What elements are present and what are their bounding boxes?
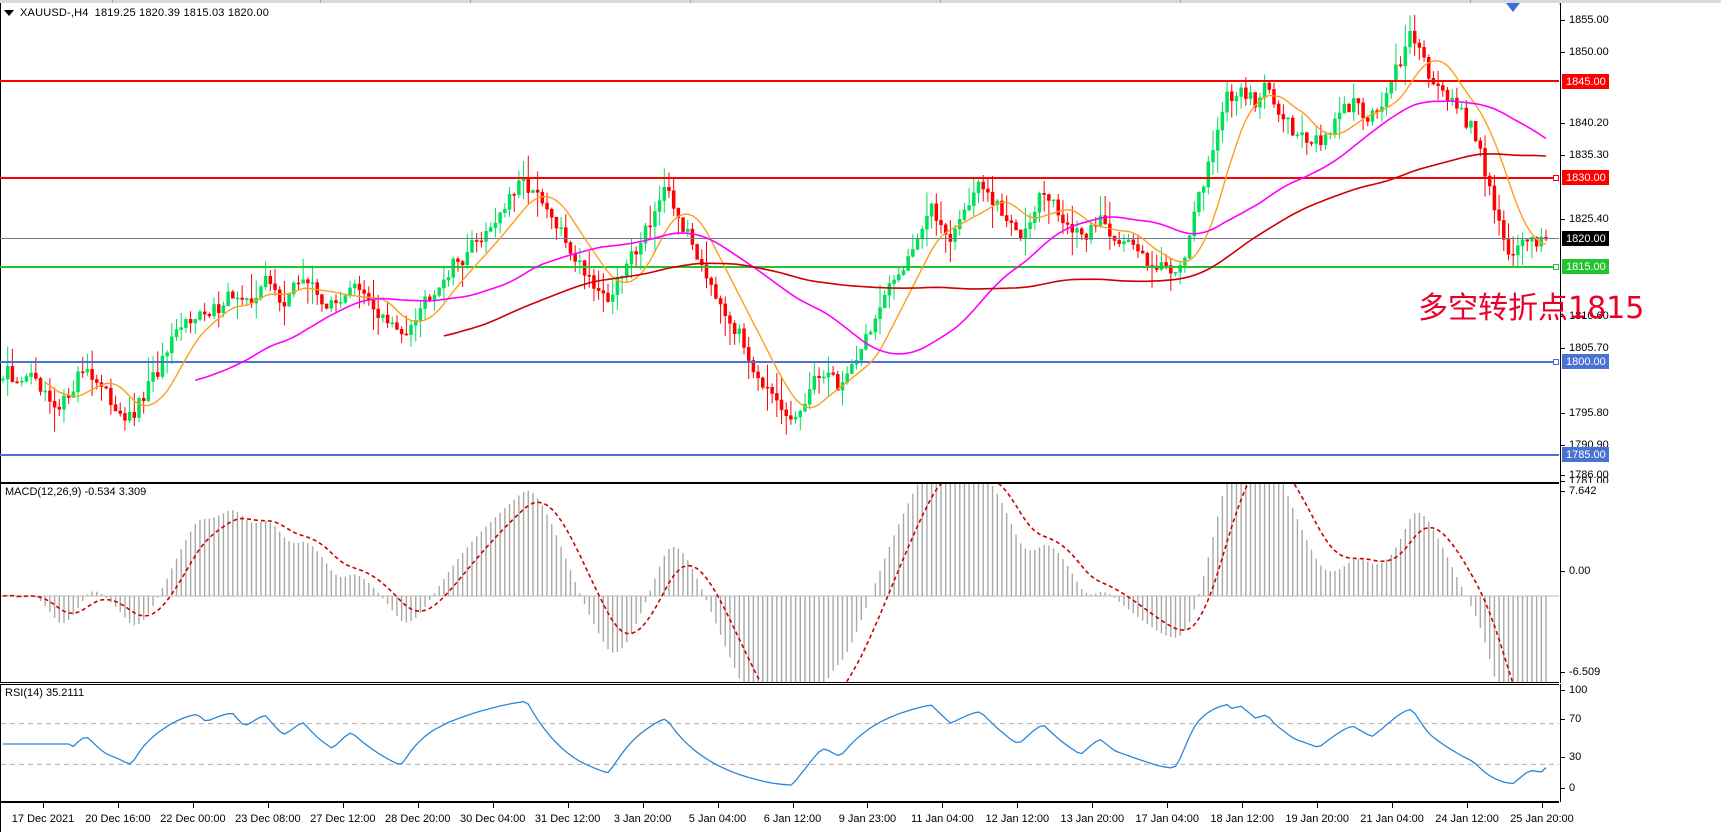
rsi-label: RSI(14) 35.2111 xyxy=(5,687,85,699)
chart-header: XAUUSD-,H4 1819.25 1820.39 1815.03 1820.… xyxy=(4,6,269,20)
time-tick xyxy=(1167,803,1169,808)
time-tick xyxy=(792,803,794,808)
time-tick xyxy=(867,803,869,808)
ohlc-values: 1819.25 1820.39 1815.03 1820.00 xyxy=(94,7,270,19)
time-label: 24 Jan 12:00 xyxy=(1435,813,1499,825)
price-tick: 1825.40 xyxy=(1561,212,1609,226)
time-tick xyxy=(717,803,719,808)
time-label: 13 Jan 20:00 xyxy=(1060,813,1125,825)
time-label: 31 Dec 12:00 xyxy=(534,813,601,825)
level-line-current-price-1820[interactable] xyxy=(0,238,1559,239)
macd-label: MACD(12,26,9) -0.534 3.309 xyxy=(5,486,147,498)
time-label: 21 Jan 04:00 xyxy=(1360,813,1424,825)
price-tick: 1795.80 xyxy=(1561,406,1609,420)
price-panel[interactable] xyxy=(0,3,1559,483)
level-line-resistance-1845[interactable] xyxy=(0,80,1559,82)
price-level-badge[interactable]: 1800.00 xyxy=(1562,354,1609,369)
time-tick xyxy=(43,803,44,808)
time-label: 18 Jan 12:00 xyxy=(1210,813,1274,825)
rsi-plot xyxy=(1,701,1559,786)
price-tick: 1786.00 xyxy=(1561,468,1609,482)
time-label: 30 Dec 04:00 xyxy=(459,813,526,825)
price-overlays xyxy=(44,59,1547,409)
annotation-text: 多空转折点1815 xyxy=(1418,291,1645,326)
time-tick xyxy=(1392,803,1394,808)
time-label: 19 Jan 20:00 xyxy=(1285,813,1349,825)
price-level-badge[interactable]: 1845.00 xyxy=(1562,74,1609,89)
time-label: 11 Jan 04:00 xyxy=(910,813,974,825)
level-handle-support-1800[interactable] xyxy=(1553,359,1559,365)
time-label: 22 Dec 00:00 xyxy=(160,813,226,825)
price-tick: 1810.60 xyxy=(1561,309,1609,323)
time-tick xyxy=(1542,803,1543,808)
time-label: 6 Jan 12:00 xyxy=(763,813,822,825)
macd-tick: -6.509 xyxy=(1561,665,1600,679)
time-label: 17 Jan 04:00 xyxy=(1135,813,1200,825)
time-label: 25 Jan 20:00 xyxy=(1510,813,1574,825)
time-tick xyxy=(1467,803,1469,808)
time-label: 5 Jan 04:00 xyxy=(688,813,747,825)
rsi-tick: 0 xyxy=(1561,781,1575,795)
price-candles xyxy=(1,14,1548,435)
time-label: 27 Dec 12:00 xyxy=(310,813,376,825)
time-label: 12 Jan 12:00 xyxy=(985,813,1050,825)
macd-panel[interactable]: MACD(12,26,9) -0.534 3.309 xyxy=(0,483,1559,683)
time-tick xyxy=(1317,803,1319,808)
level-line-support-1800[interactable] xyxy=(0,361,1559,363)
rsi-axis[interactable]: 100 70 30 0 xyxy=(1560,684,1721,802)
macd-axis[interactable]: 7.642 0.00 -6.509 xyxy=(1560,483,1721,683)
rsi-tick: 100 xyxy=(1561,683,1587,697)
level-handle-pivot-1815[interactable] xyxy=(1553,264,1559,270)
level-handle-resistance-1830[interactable] xyxy=(1553,175,1559,181)
price-tick: 1850.00 xyxy=(1561,45,1609,59)
price-tick: 1840.20 xyxy=(1561,116,1609,130)
time-tick xyxy=(342,803,344,808)
price-level-badge[interactable]: 1820.00 xyxy=(1562,231,1609,246)
price-tick: 1835.30 xyxy=(1561,148,1609,162)
time-tick xyxy=(1017,803,1019,808)
time-tick xyxy=(117,803,119,808)
time-label: 17 Dec 2021 xyxy=(11,813,75,825)
macd-tick: 0.00 xyxy=(1561,564,1590,578)
rsi-panel[interactable]: RSI(14) 35.2111 xyxy=(0,684,1559,802)
time-axis[interactable]: 17 Dec 2021 20 Dec 16:00 22 Dec 00:00 23 De… xyxy=(0,802,1574,832)
time-tick xyxy=(642,803,644,808)
time-label: 23 Dec 08:00 xyxy=(235,813,301,825)
macd-plot xyxy=(1,484,1559,682)
symbol-label: XAUUSD-,H4 xyxy=(20,7,89,19)
price-level-badge[interactable]: 1830.00 xyxy=(1562,170,1609,185)
time-label: 20 Dec 16:00 xyxy=(85,813,151,825)
price-axis[interactable]: 1855.00 1850.00 1840.20 1835.30 1825.40 1810.… xyxy=(1560,3,1721,487)
time-label: 3 Jan 20:00 xyxy=(613,813,672,825)
time-label: 28 Dec 20:00 xyxy=(385,813,451,825)
level-line-pivot-1815[interactable] xyxy=(0,266,1559,268)
time-tick xyxy=(942,803,944,808)
triangle-down-icon[interactable] xyxy=(4,10,14,16)
time-label: 9 Jan 23:00 xyxy=(838,813,897,825)
time-tick xyxy=(192,803,194,808)
price-tick: 1855.00 xyxy=(1561,13,1609,27)
time-tick xyxy=(1092,803,1094,808)
level-line-support-1785[interactable] xyxy=(0,454,1559,456)
triangle-down-blue-icon[interactable] xyxy=(1506,3,1520,12)
time-tick xyxy=(492,803,494,808)
price-tick: 1805.70 xyxy=(1561,341,1609,355)
level-line-resistance-1830[interactable] xyxy=(0,177,1559,179)
rsi-tick: 30 xyxy=(1561,750,1581,764)
time-tick xyxy=(417,803,419,808)
time-tick xyxy=(567,803,569,808)
price-level-badge[interactable]: 1815.00 xyxy=(1562,259,1609,274)
price-level-badge[interactable]: 1785.00 xyxy=(1562,447,1609,462)
macd-tick: 7.642 xyxy=(1561,484,1597,498)
time-tick xyxy=(267,803,269,808)
time-tick xyxy=(1242,803,1244,808)
rsi-tick: 70 xyxy=(1561,712,1581,726)
